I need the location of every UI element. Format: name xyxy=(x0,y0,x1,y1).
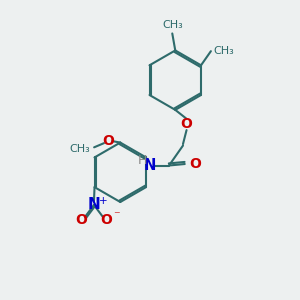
Text: N: N xyxy=(144,158,157,173)
Text: CH₃: CH₃ xyxy=(213,46,234,56)
Text: O: O xyxy=(181,117,193,131)
Text: N: N xyxy=(88,197,100,212)
Text: O: O xyxy=(102,134,114,148)
Text: O: O xyxy=(100,213,112,227)
Text: O: O xyxy=(189,157,201,171)
Text: H: H xyxy=(138,154,147,167)
Text: CH₃: CH₃ xyxy=(70,144,91,154)
Text: +: + xyxy=(99,196,108,206)
Text: O: O xyxy=(76,213,87,227)
Text: CH₃: CH₃ xyxy=(162,20,183,31)
Text: ⁻: ⁻ xyxy=(113,209,120,223)
